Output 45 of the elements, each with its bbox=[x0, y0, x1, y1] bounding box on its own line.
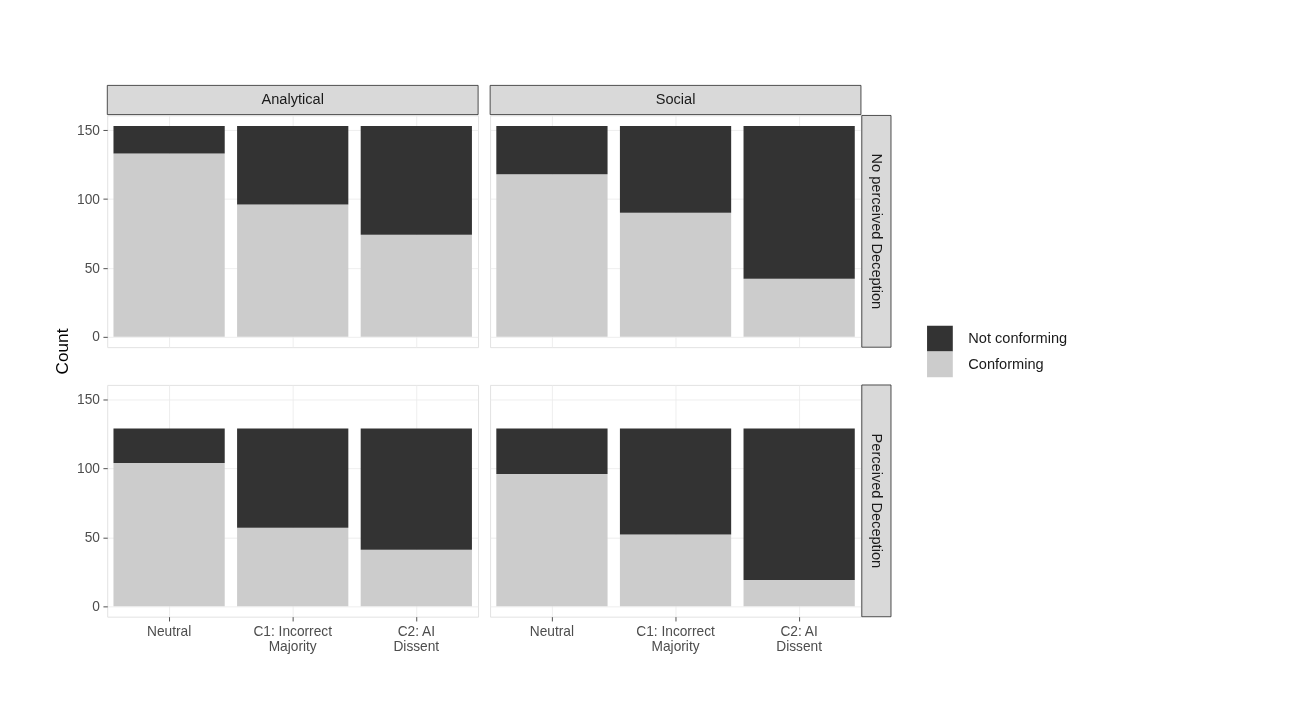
bar bbox=[496, 474, 608, 607]
x-tick-label: C2: AI Dissent bbox=[393, 624, 440, 655]
x-tick-label: C1: Incorrect Majority bbox=[253, 624, 333, 655]
bar bbox=[619, 125, 732, 213]
bar bbox=[360, 428, 472, 550]
x-tick-label: Neutral bbox=[146, 624, 192, 640]
y-tick-label: 150 bbox=[77, 392, 101, 408]
bar bbox=[237, 527, 349, 607]
bar bbox=[619, 212, 732, 337]
bar bbox=[743, 428, 855, 581]
bar bbox=[360, 549, 472, 607]
y-tick-label: 0 bbox=[92, 598, 101, 614]
bar bbox=[496, 125, 608, 175]
y-tick-label: 50 bbox=[84, 530, 101, 546]
bar bbox=[113, 462, 225, 607]
bar bbox=[496, 174, 608, 337]
x-tick-label: Neutral bbox=[529, 624, 575, 640]
bar bbox=[237, 125, 349, 205]
chart-title: Analytical bbox=[261, 91, 324, 108]
y-tick-label: 100 bbox=[77, 461, 101, 477]
bar bbox=[743, 580, 855, 607]
legend-label: Not conforming bbox=[968, 329, 1068, 346]
bar bbox=[113, 428, 225, 463]
chart-title: Social bbox=[655, 91, 696, 108]
bar bbox=[619, 428, 732, 535]
bar bbox=[360, 125, 472, 235]
bar bbox=[496, 428, 608, 474]
bar bbox=[743, 278, 855, 337]
bar bbox=[619, 534, 732, 607]
y-tick-label: 100 bbox=[77, 191, 101, 207]
y-tick-label: 150 bbox=[77, 122, 101, 138]
x-tick-label: C2: AI Dissent bbox=[776, 624, 823, 655]
y-tick-label: 50 bbox=[84, 260, 101, 276]
y2-axis-title: Perceived Deception bbox=[869, 433, 886, 569]
bar bbox=[237, 428, 349, 528]
legend-label: Conforming bbox=[968, 355, 1044, 372]
y-tick-label: 0 bbox=[92, 329, 101, 345]
bar bbox=[113, 125, 225, 154]
x-tick-label: C1: Incorrect Majority bbox=[636, 624, 715, 655]
y2-axis-title: No perceived Deception bbox=[869, 153, 886, 310]
y-axis-title: Count bbox=[51, 328, 72, 375]
bar bbox=[743, 125, 855, 279]
bar bbox=[113, 153, 225, 337]
bar bbox=[237, 204, 349, 337]
bar bbox=[360, 234, 472, 337]
